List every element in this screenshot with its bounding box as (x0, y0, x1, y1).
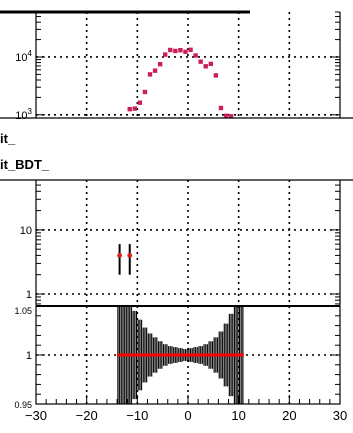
ratio-y-tick-label: 1.05 (14, 306, 32, 316)
x-tick-label: 0 (184, 408, 191, 423)
top-ticks (36, 11, 340, 116)
top-data-point (132, 106, 137, 111)
strip-label-1: it_ (0, 131, 16, 146)
top-data-point (137, 100, 143, 105)
top-data-points (127, 47, 234, 119)
ratio-y-tick-labels: 0.95 1 1.05 (14, 306, 32, 410)
top-data-point (193, 53, 198, 58)
top-data-point (173, 48, 178, 54)
middle-data-points (117, 244, 133, 275)
mid-data-point (127, 253, 133, 258)
middle-ticks (36, 179, 340, 305)
middle-y-tick-labels: 1 10 (20, 225, 32, 301)
top-data-point (142, 89, 148, 95)
top-data-point (152, 68, 158, 73)
top-data-point (218, 105, 224, 111)
top-data-point (183, 49, 188, 54)
top-grid (36, 12, 340, 118)
x-tick-label: 30 (333, 408, 347, 423)
mid-y-tick-label-10: 10 (20, 225, 32, 237)
x-tick-label: −10 (126, 408, 148, 423)
top-data-point (198, 59, 203, 64)
top-data-point (147, 72, 153, 77)
top-data-point (208, 61, 213, 67)
ratio-y-tick-label: 1 (26, 350, 32, 362)
top-data-point (163, 52, 168, 57)
top-data-point (168, 47, 173, 53)
top-data-point (157, 62, 163, 67)
top-data-point (178, 48, 183, 53)
middle-panel: 1 10 (0, 179, 353, 306)
x-tick-label: −30 (25, 408, 47, 423)
top-data-point (188, 47, 193, 53)
top-data-point (127, 106, 132, 112)
top-data-point (213, 73, 219, 78)
top-data-point (228, 114, 234, 119)
mid-y-tick-label-1: 1 (26, 289, 32, 301)
ratio-panel: 0.95 1 1.05 −30 −20 −10 0 10 20 30 (14, 305, 347, 423)
x-tick-labels: −30 −20 −10 0 10 20 30 (25, 408, 347, 423)
top-y-tick-labels: 103 104 (15, 49, 32, 122)
middle-grid (36, 180, 340, 306)
mid-data-point (117, 253, 122, 258)
ratio-y-tick-label: 0.95 (14, 400, 32, 410)
top-y-tick-label-10000: 104 (15, 49, 32, 64)
top-panel: 103 104 (0, 10, 353, 122)
top-data-point (223, 113, 229, 119)
x-tick-label: 10 (231, 408, 245, 423)
top-data-point (203, 64, 208, 69)
x-tick-label: 20 (282, 408, 296, 423)
top-y-tick-label-1000: 103 (15, 107, 32, 122)
x-tick-label: −20 (76, 408, 98, 423)
strip-label-2: it_BDT_ (0, 157, 50, 172)
